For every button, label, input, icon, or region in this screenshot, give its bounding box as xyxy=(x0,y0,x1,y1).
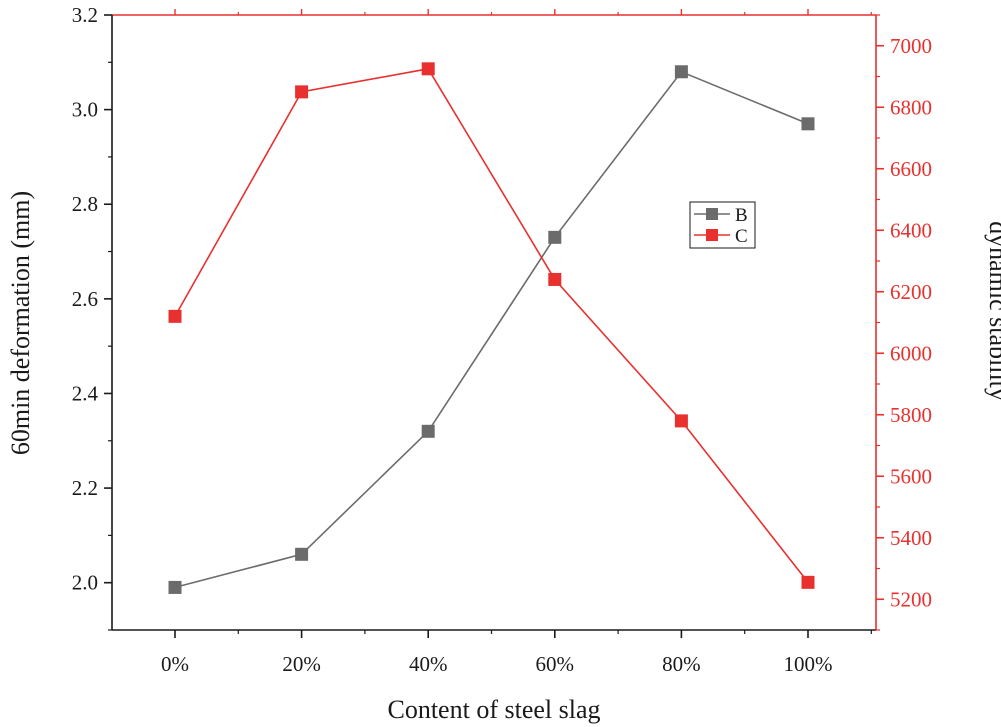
y-left-tick-label: 2.2 xyxy=(72,476,98,500)
series-b-point xyxy=(548,230,562,244)
y-right-tick-label: 6200 xyxy=(890,280,932,304)
series-c-point xyxy=(295,85,309,99)
x-tick-label: 0% xyxy=(161,652,189,676)
y-right-tick-label: 6400 xyxy=(890,218,932,242)
x-tick-label: 20% xyxy=(282,652,321,676)
y-left-tick-label: 3.2 xyxy=(72,3,98,27)
legend-label-b: B xyxy=(735,205,748,226)
series-c-point xyxy=(674,414,688,428)
legend-box xyxy=(689,201,756,249)
x-tick-label: 80% xyxy=(662,652,701,676)
series-b-point xyxy=(168,580,182,594)
series-c-point xyxy=(801,575,815,589)
y-axis-right-title: dynamic stability xyxy=(984,221,1001,401)
x-tick-label: 60% xyxy=(536,652,575,676)
x-axis-title: Content of steel slag xyxy=(387,695,600,724)
legend-label-c: C xyxy=(735,226,748,247)
legend: B C xyxy=(689,201,756,249)
y-left-tick-label: 2.0 xyxy=(72,571,98,595)
legend-marker-c xyxy=(706,229,718,241)
y-right-tick-label: 6000 xyxy=(890,341,932,365)
series-b-line xyxy=(174,70,809,589)
y-left-tick-label: 2.8 xyxy=(72,192,98,216)
series-c-point xyxy=(168,309,182,323)
y-left-tick-label: 2.4 xyxy=(72,381,99,405)
series-c-point xyxy=(421,62,435,76)
series-b-point xyxy=(421,424,435,438)
y-right-tick-label: 5600 xyxy=(890,464,932,488)
y-right-tick-label: 5200 xyxy=(890,587,932,611)
y-axis-left-title: 60min deformation (mm) xyxy=(6,191,35,455)
series-c-point xyxy=(548,272,562,286)
series-b-point xyxy=(801,117,815,131)
series-c-line xyxy=(174,67,809,583)
y-left-tick-label: 3.0 xyxy=(72,98,98,122)
y-right-tick-label: 7000 xyxy=(890,34,932,58)
y-left-tick-label: 2.6 xyxy=(72,287,98,311)
x-tick-label: 100% xyxy=(784,652,833,676)
y-right-tick-label: 5400 xyxy=(890,526,932,550)
y-right-tick-label: 5800 xyxy=(890,403,932,427)
x-tick-label: 40% xyxy=(409,652,448,676)
legend-marker-b xyxy=(706,208,718,220)
y-right-tick-label: 6600 xyxy=(890,157,932,181)
y-right-tick-label: 6800 xyxy=(890,95,932,119)
series-b-point xyxy=(674,65,688,79)
series-b-point xyxy=(295,547,309,561)
